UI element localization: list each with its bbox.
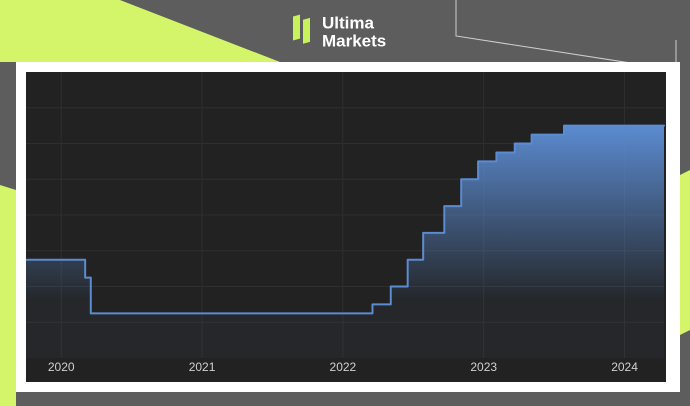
deco-line: [455, 0, 677, 71]
x-tick-label: 2020: [48, 360, 75, 374]
chart: 2020 2021 2022 2023 2024: [26, 72, 666, 382]
accent-shape: [0, 185, 16, 406]
x-tick-label: 2023: [470, 360, 497, 374]
accent-shape: [680, 170, 690, 335]
brand-text: Ultima: [322, 13, 375, 32]
logo-mark: [303, 17, 310, 44]
area-fill: [26, 125, 664, 358]
logo-mark: [293, 14, 300, 41]
x-tick-label: 2022: [330, 360, 357, 374]
x-tick-label: 2024: [611, 360, 638, 374]
brand-text: Markets: [322, 31, 386, 50]
accent-shape: [0, 0, 280, 62]
x-tick-label: 2021: [189, 360, 216, 374]
